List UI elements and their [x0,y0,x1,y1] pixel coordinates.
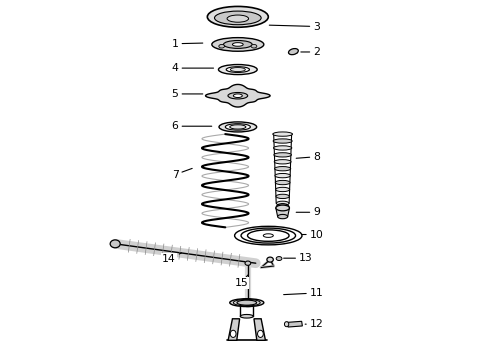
Ellipse shape [275,174,291,178]
Polygon shape [206,85,270,107]
Ellipse shape [275,180,290,185]
Ellipse shape [240,315,253,318]
Ellipse shape [267,257,273,262]
Text: 8: 8 [296,152,320,162]
Ellipse shape [230,330,236,337]
Ellipse shape [219,64,257,75]
Ellipse shape [274,159,291,164]
Ellipse shape [273,132,293,136]
Ellipse shape [276,205,290,211]
Ellipse shape [215,11,261,25]
Ellipse shape [228,93,247,99]
Ellipse shape [110,240,120,248]
Polygon shape [287,321,302,327]
Text: 2: 2 [301,47,320,57]
Ellipse shape [230,299,264,307]
Ellipse shape [276,194,289,199]
Ellipse shape [276,257,282,261]
Text: 9: 9 [296,207,320,217]
Ellipse shape [223,41,252,48]
Text: 15: 15 [235,275,248,288]
Ellipse shape [219,122,257,132]
Ellipse shape [276,201,289,206]
Ellipse shape [207,6,269,27]
Ellipse shape [227,15,248,22]
Ellipse shape [278,215,288,219]
Text: 4: 4 [172,63,214,73]
Ellipse shape [233,94,243,98]
Ellipse shape [289,49,298,55]
Polygon shape [254,319,266,340]
Ellipse shape [273,146,292,150]
Ellipse shape [245,301,251,305]
Text: 7: 7 [172,168,192,180]
Ellipse shape [232,42,243,46]
Text: 6: 6 [172,121,212,131]
Text: 10: 10 [301,230,324,239]
Ellipse shape [219,44,224,48]
Text: 5: 5 [172,89,203,99]
Polygon shape [228,319,240,340]
Ellipse shape [263,234,273,237]
Ellipse shape [276,187,290,192]
Ellipse shape [285,321,289,327]
Ellipse shape [226,67,249,72]
Text: 14: 14 [162,253,181,264]
Text: 1: 1 [172,39,203,49]
Ellipse shape [251,44,257,48]
Text: 3: 3 [270,22,320,32]
Ellipse shape [258,330,263,337]
Ellipse shape [212,38,264,51]
Ellipse shape [273,139,292,143]
Ellipse shape [230,68,245,72]
Ellipse shape [225,124,250,130]
Text: 12: 12 [305,319,323,329]
Ellipse shape [245,261,251,265]
Ellipse shape [274,167,291,171]
Polygon shape [276,208,290,217]
Ellipse shape [276,204,289,210]
Ellipse shape [237,300,257,305]
Ellipse shape [274,153,292,157]
Ellipse shape [230,125,246,129]
Text: 13: 13 [284,253,313,263]
Text: 11: 11 [284,288,323,298]
